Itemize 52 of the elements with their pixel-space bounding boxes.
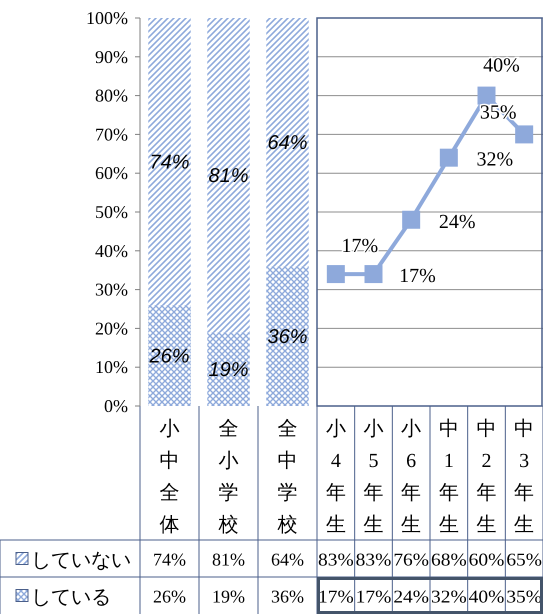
y-tick-label: 50%: [95, 202, 128, 222]
text: 83%: [318, 550, 354, 570]
data-label: 40%: [468, 586, 504, 606]
data-label: 17%: [318, 586, 354, 606]
legend-label: している: [31, 586, 111, 608]
data-label: 81%: [212, 550, 245, 570]
y-tick-label: 60%: [95, 163, 128, 184]
text: 60%: [468, 550, 504, 570]
y-tick-label: 10%: [95, 357, 128, 378]
data-label: 32%: [431, 586, 467, 606]
x-tick-label: 小5年生: [364, 418, 384, 536]
text: 64%: [267, 132, 308, 154]
text: 40%: [483, 54, 520, 77]
y-tick-label: 20%: [95, 318, 128, 338]
y-tick-label: 100%: [86, 8, 128, 28]
text: 32%: [476, 148, 514, 171]
data-label: 19%: [212, 586, 245, 606]
text: 68%: [431, 550, 467, 570]
text: 76%: [393, 550, 429, 570]
y-tick-label: 80%: [95, 86, 128, 106]
x-tick-label: 中1年生: [438, 418, 459, 536]
data-label: 74%: [153, 550, 186, 570]
y-tick-label: 30%: [95, 280, 128, 300]
data-label: 64%: [271, 550, 304, 570]
text: 65%: [506, 550, 542, 570]
text: 24%: [438, 210, 476, 233]
text: 83%: [356, 550, 392, 570]
legend-label: していない: [31, 550, 131, 572]
y-tick-label: 40%: [95, 240, 128, 261]
x-tick-label: 中3年生: [514, 418, 534, 536]
text: 35%: [480, 101, 517, 124]
data-label: 17%: [356, 586, 392, 606]
text: 17%: [399, 265, 436, 288]
text: 36%: [267, 326, 308, 348]
x-tick-label: 小6年生: [401, 418, 422, 536]
y-tick-label: 70%: [95, 124, 128, 144]
data-label: 26%: [153, 586, 186, 606]
data-label: 36%: [271, 586, 304, 606]
y-tick-label: 90%: [95, 46, 128, 67]
data-label: 24%: [393, 586, 429, 606]
text: 26%: [149, 346, 190, 368]
text: 74%: [149, 152, 190, 174]
data-label: 35%: [506, 586, 542, 606]
text: 81%: [208, 165, 249, 188]
y-tick-label: 0%: [104, 396, 128, 416]
x-tick-label: 小4年生: [326, 418, 346, 536]
x-tick-label: 全中学校: [276, 418, 298, 536]
x-tick-label: 中2年生: [476, 418, 496, 536]
x-tick-label: 小中全体: [160, 418, 180, 536]
text: 19%: [208, 359, 249, 382]
x-tick-label: 全小学校: [218, 418, 238, 536]
text: 17%: [341, 235, 378, 258]
